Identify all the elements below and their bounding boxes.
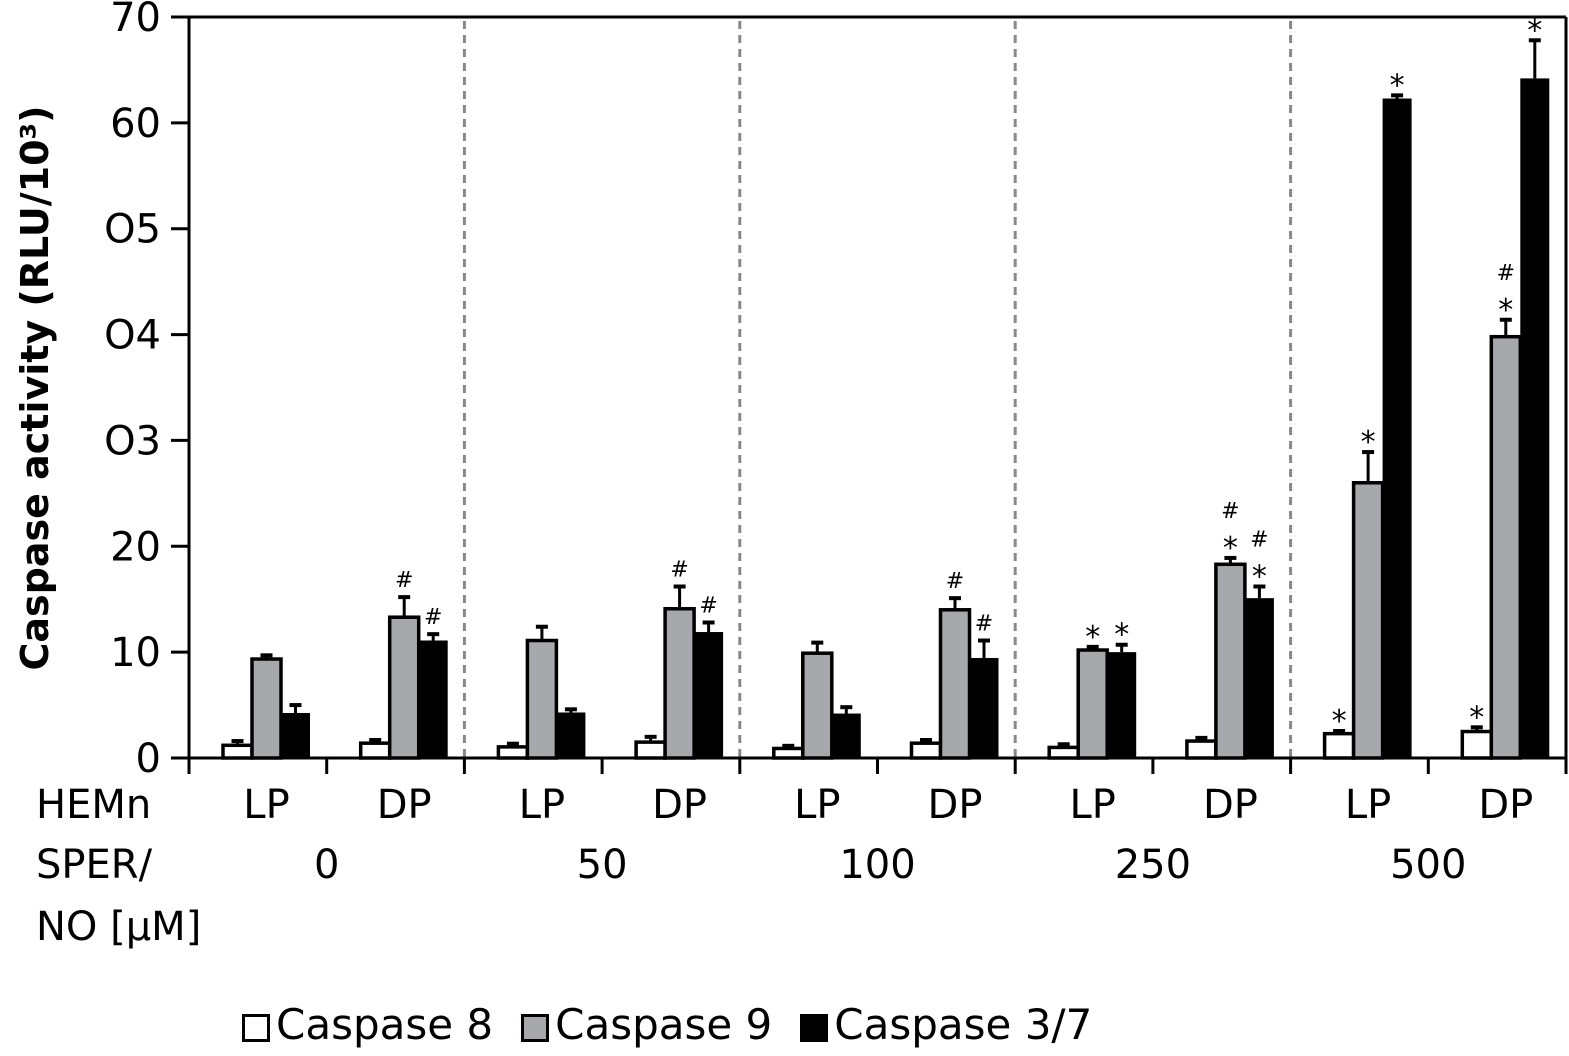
bar-caspase-8: [909, 741, 943, 760]
bar-caspase-9: [1214, 562, 1247, 760]
bar-caspase-9: [250, 657, 283, 760]
legend-label-caspase-8: Caspase 8: [276, 1000, 494, 1049]
x-dose-label: 0: [314, 842, 339, 888]
significance-hash-caspase-9: #: [1221, 499, 1239, 524]
y-tick-label: 60: [110, 101, 161, 147]
significance-hash-caspase-9: #: [395, 568, 413, 593]
bar-caspase-3-7: [1244, 598, 1274, 758]
bar-caspase-3-7: [969, 657, 999, 758]
bar-caspase-8: [1047, 745, 1080, 760]
y-tick-label: 10: [110, 630, 161, 676]
axes: [171, 15, 1568, 774]
significance-hash-caspase-9: #: [946, 569, 964, 594]
y-tick-label: O5: [104, 207, 161, 253]
bars: # # # # # # * * * # * # * * * * * # *: [221, 13, 1550, 760]
x-category-label: DP: [652, 782, 707, 828]
significance-star-caspase-8: *: [1469, 700, 1484, 735]
bar-caspase-9: [801, 651, 834, 760]
legend-label-caspase-3-7: Caspase 3/7: [834, 1000, 1093, 1049]
x-category-label: LP: [1345, 782, 1391, 828]
bar-caspase-3-7: [281, 713, 310, 758]
y-tick-label: 70: [110, 0, 161, 41]
bar-caspase-9: [1489, 334, 1523, 760]
bar-caspase-8: [221, 743, 254, 760]
row-label-dose-line2: NO [µM]: [36, 904, 201, 950]
significance-star-caspase-9: *: [1085, 620, 1100, 655]
significance-star-caspase-8: *: [1332, 704, 1347, 739]
bar-caspase-8: [1460, 729, 1494, 760]
bar-caspase-3-7: [556, 712, 586, 758]
bar-caspase-9: [1076, 648, 1109, 760]
significance-star-caspase-3-7: *: [1252, 560, 1267, 595]
significance-star-caspase-9: *: [1223, 531, 1238, 566]
significance-star-caspase-3-7: *: [1390, 68, 1405, 103]
x-dose-label: 50: [577, 842, 628, 888]
bar-caspase-9: [663, 606, 696, 760]
x-category-label: LP: [1069, 782, 1115, 828]
bar-caspase-3-7: [418, 640, 448, 758]
x-category-label: LP: [243, 782, 289, 828]
legend-swatch-caspase-3-7: [800, 1014, 829, 1042]
bar-caspase-9: [938, 608, 972, 760]
x-category-label: DP: [1478, 782, 1533, 828]
x-category-label: DP: [377, 782, 432, 828]
bar-caspase-3-7: [1520, 78, 1550, 758]
y-tick-label: O3: [104, 418, 161, 464]
legend: Caspase 8 Caspase 9 Caspase 3/7: [242, 1000, 1120, 1050]
significance-hash-caspase-9: #: [1497, 261, 1515, 286]
x-category-label: LP: [519, 782, 565, 828]
x-dose-label: 250: [1115, 842, 1191, 888]
x-dose-label: 100: [839, 842, 915, 888]
x-category-label: LP: [794, 782, 840, 828]
significance-hash-caspase-3-7: #: [975, 611, 993, 636]
significance-hash-caspase-3-7: #: [424, 605, 442, 630]
y-tick-label: 20: [110, 524, 161, 570]
significance-star-caspase-9: *: [1361, 425, 1376, 460]
significance-hash-caspase-9: #: [670, 558, 688, 583]
legend-item-caspase-3-7: Caspase 3/7: [800, 1000, 1092, 1050]
bar-caspase-9: [1351, 481, 1385, 760]
row-label-cell: HEMn: [36, 782, 151, 828]
bar-caspase-3-7: [1107, 652, 1137, 758]
x-category-label: DP: [928, 782, 983, 828]
legend-label-caspase-9: Caspase 9: [555, 1000, 773, 1049]
significance-star-caspase-9: *: [1498, 293, 1513, 328]
bar-caspase-9: [525, 638, 559, 760]
bar-caspase-9: [387, 615, 421, 760]
plot-frame: [189, 15, 1568, 758]
bar-chart: # # # # # # * * * # * # * * * * * # * 0 10 20 O3 O4 O5 60 70 Caspa…: [13, 0, 1568, 950]
bar-caspase-3-7: [831, 713, 861, 758]
y-tick-label: O4: [104, 313, 161, 359]
bar-caspase-8: [634, 740, 667, 760]
significance-star-caspase-3-7: *: [1114, 618, 1129, 653]
row-label-dose-line1: SPER/: [36, 842, 153, 888]
bar-caspase-8: [496, 745, 530, 760]
axis-labels: 0 10 20 O3 O4 O5 60 70 Caspase activity (RLU/10³…: [13, 0, 1533, 950]
x-category-label: DP: [1203, 782, 1258, 828]
significance-hash-caspase-3-7: #: [1250, 528, 1268, 553]
bar-caspase-3-7: [1382, 98, 1412, 758]
bar-caspase-8: [358, 741, 392, 760]
legend-item-caspase-8: Caspase 8: [242, 1000, 493, 1050]
legend-swatch-caspase-8: [242, 1014, 270, 1042]
significance-star-caspase-3-7: *: [1527, 13, 1542, 48]
legend-item-caspase-9: Caspase 9: [521, 1000, 772, 1050]
x-dose-label: 500: [1390, 842, 1466, 888]
group-separators: [462, 21, 1293, 758]
significance-hash-caspase-3-7: #: [699, 594, 717, 619]
y-tick-label: 0: [136, 736, 161, 782]
bar-caspase-3-7: [694, 632, 724, 758]
y-axis-title: Caspase activity (RLU/10³): [13, 105, 57, 670]
bar-caspase-8: [1185, 739, 1218, 760]
legend-swatch-caspase-9: [521, 1014, 550, 1042]
